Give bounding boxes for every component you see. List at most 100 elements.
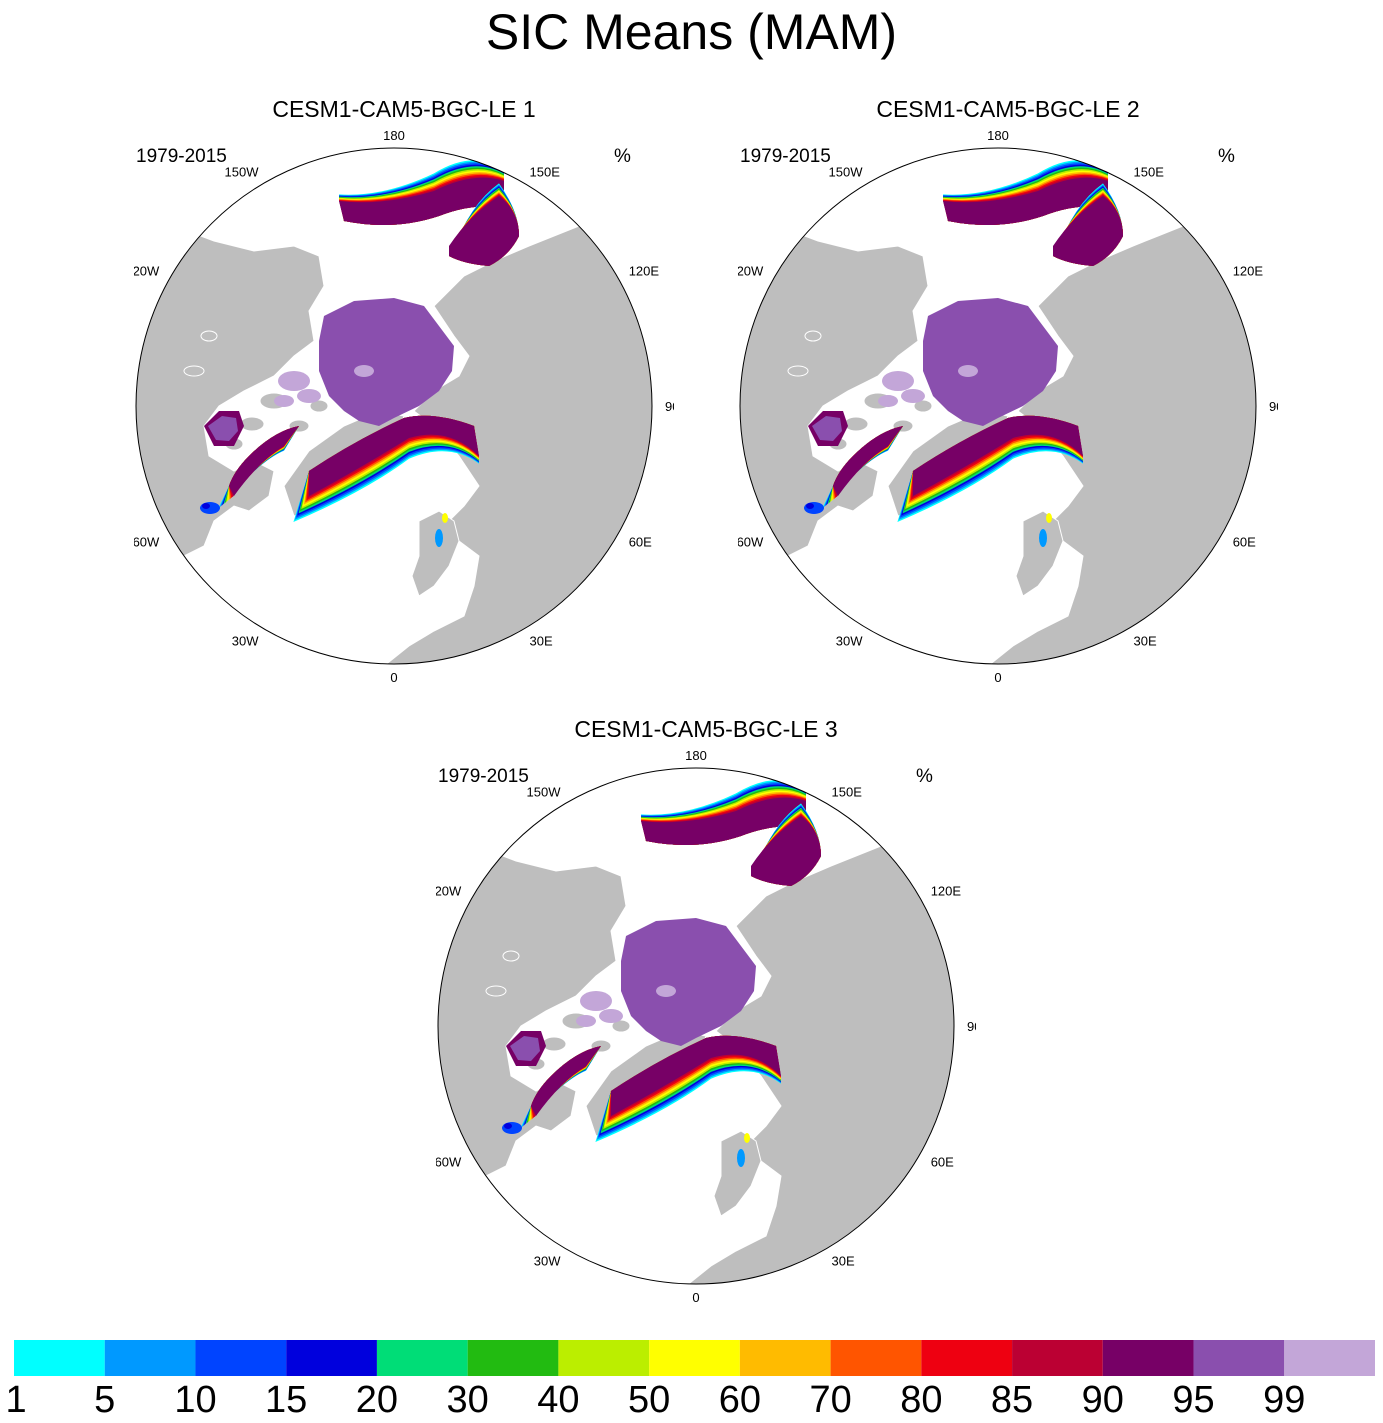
sea-ice-band — [309, 415, 479, 496]
map-frame — [135, 147, 653, 665]
sea-ice-band — [306, 415, 479, 501]
sea-ice-st-lawrence — [202, 503, 210, 509]
panel-unit: % — [1218, 146, 1235, 167]
land-island — [309, 399, 329, 413]
colorbar-swatch — [104, 1340, 196, 1376]
map-frame — [437, 767, 955, 1285]
sea-ice-central-arctic — [319, 298, 454, 426]
colorbar-label: 95 — [1172, 1379, 1215, 1421]
land-island — [485, 985, 507, 997]
longitude-label: 150E — [530, 164, 561, 179]
longitude-label: 60E — [629, 535, 652, 550]
land-north-america — [740, 225, 929, 567]
longitude-label: 0 — [390, 670, 397, 685]
longitude-label: 30W — [534, 1254, 561, 1269]
sea-ice-band — [449, 196, 519, 266]
land-island — [502, 950, 520, 962]
longitude-label: 0 — [994, 670, 1001, 685]
colorbar-swatch — [1193, 1340, 1285, 1376]
panel-title: CESM1-CAM5-BGC-LE 3 — [574, 716, 838, 742]
longitude-label: 60W — [436, 1155, 462, 1170]
sea-ice-99 — [958, 365, 978, 377]
panel-title: CESM1-CAM5-BGC-LE 1 — [272, 96, 536, 122]
panel-title: CESM1-CAM5-BGC-LE 2 — [876, 96, 1140, 122]
longitude-label: 120W — [738, 264, 764, 279]
sea-ice-band — [531, 1046, 601, 1116]
longitude-label: 30W — [836, 634, 863, 649]
sea-ice-99 — [882, 371, 914, 391]
polar-map: 180150E120E90E60E30E030W60W90W120W150W — [738, 128, 1278, 685]
longitude-label: 120E — [931, 884, 962, 899]
longitude-label: 90E — [967, 1019, 976, 1034]
colorbar-swatch — [739, 1340, 831, 1376]
colorbar-swatch — [830, 1340, 922, 1376]
sea-ice-band — [641, 797, 806, 845]
sea-ice-99 — [656, 985, 676, 997]
sea-ice-baltic — [1039, 529, 1047, 547]
longitude-label: 60W — [134, 535, 160, 550]
colorbar-swatch — [649, 1340, 740, 1376]
longitude-label: 120E — [629, 264, 660, 279]
sea-ice-band — [608, 1035, 781, 1121]
colorbar — [14, 1340, 1375, 1376]
land-island — [804, 330, 822, 342]
sea-ice-baltic — [737, 1149, 745, 1167]
colorbar-swatch — [1102, 1340, 1194, 1376]
longitude-label: 150W — [225, 164, 260, 179]
colorbar-label: 40 — [537, 1379, 580, 1421]
sea-ice-99 — [576, 1015, 596, 1027]
land-north-america — [438, 845, 627, 1187]
land-island — [239, 416, 265, 432]
panel-unit: % — [916, 766, 933, 787]
sea-ice-baltic — [442, 513, 448, 523]
map-panel-3: CESM1-CAM5-BGC-LE 3 1979-2015 % 180 150E 1… — [436, 716, 976, 1316]
sea-ice-band — [611, 1035, 781, 1116]
longitude-label: 150W — [829, 164, 864, 179]
colorbar-label: 85 — [990, 1379, 1034, 1421]
land-island — [787, 365, 809, 377]
colorbar-label: 1 — [5, 1379, 27, 1421]
sea-ice-band — [751, 816, 821, 886]
sea-ice-baltic — [744, 1133, 750, 1143]
sea-ice-band — [943, 177, 1108, 225]
sea-ice-99 — [901, 389, 925, 403]
sea-ice-99 — [580, 991, 612, 1011]
longitude-label: 90E — [1269, 399, 1278, 414]
colorbar-label: 60 — [718, 1379, 761, 1421]
panel-period: 1979-2015 — [136, 146, 227, 167]
longitude-label: 120E — [1233, 264, 1264, 279]
longitude-label: 150E — [832, 784, 863, 799]
sea-ice-st-lawrence — [806, 503, 814, 509]
longitude-label: 0 — [692, 1290, 699, 1305]
sea-ice-central-arctic — [621, 918, 756, 1046]
land-island — [843, 416, 869, 432]
longitude-label: 150E — [1134, 164, 1165, 179]
sea-ice-99 — [354, 365, 374, 377]
colorbar-swatch — [14, 1340, 105, 1376]
polar-map: 180150E120E90E60E30E030W60W90W120W150W — [134, 128, 674, 685]
longitude-label: 120W — [134, 264, 160, 279]
colorbar-swatch — [1012, 1340, 1103, 1376]
panel-period: 1979-2015 — [438, 766, 529, 787]
map-panel-2: CESM1-CAM5-BGC-LE 2 1979-2015 % 180 150E 1… — [738, 96, 1278, 696]
longitude-label: 30W — [232, 634, 259, 649]
colorbar-swatch — [467, 1340, 559, 1376]
sea-ice-band — [339, 177, 504, 225]
longitude-label: 30E — [530, 634, 553, 649]
land-island — [200, 330, 218, 342]
polar-map: 180150E120E90E60E30E030W60W90W120W150W — [436, 748, 976, 1305]
colorbar-label: 50 — [627, 1379, 671, 1421]
longitude-label: 30E — [1134, 634, 1157, 649]
map-frame — [739, 147, 1257, 665]
panel-unit: % — [614, 146, 631, 167]
colorbar-label: 70 — [809, 1379, 852, 1421]
sea-ice-st-lawrence — [504, 1123, 512, 1129]
sea-ice-99 — [599, 1009, 623, 1023]
colorbar-label: 99 — [1263, 1379, 1306, 1421]
longitude-label: 180 — [383, 128, 405, 143]
land-island — [541, 1036, 567, 1052]
sea-ice-band — [229, 426, 299, 496]
land-island — [913, 399, 933, 413]
sea-ice-99 — [878, 395, 898, 407]
colorbar-label: 5 — [94, 1379, 116, 1421]
